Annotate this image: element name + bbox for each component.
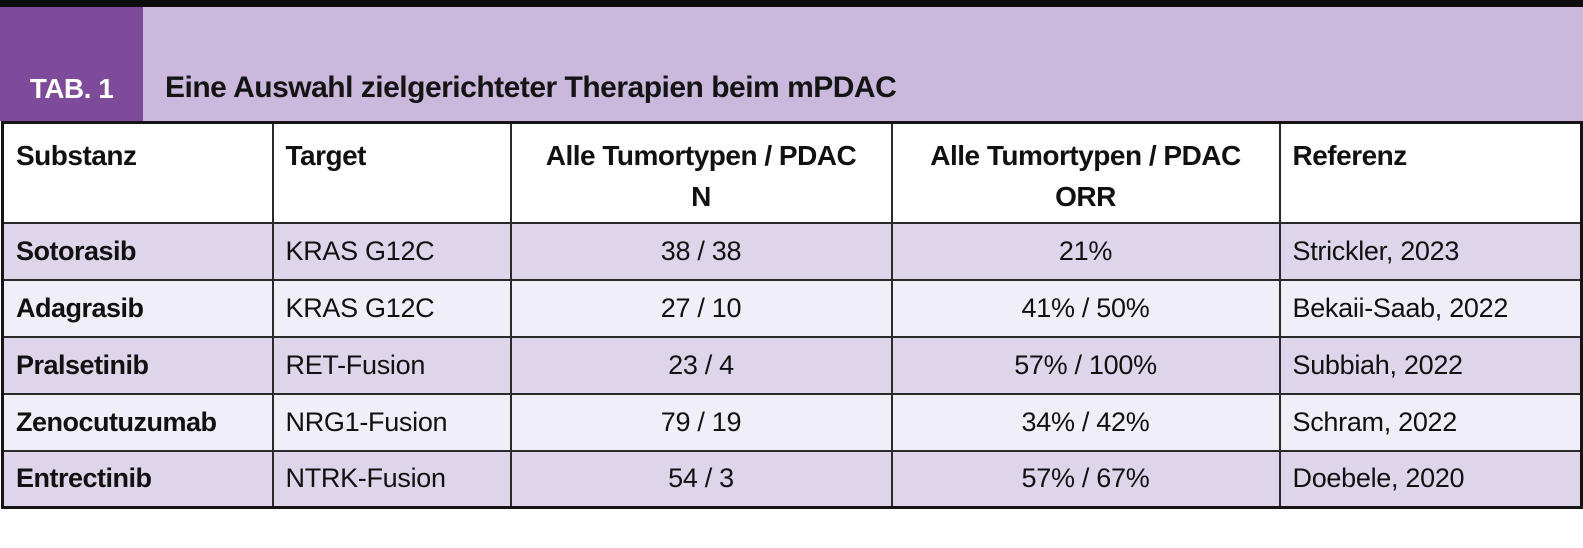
cell-referenz: Doebele, 2020	[1278, 449, 1583, 509]
col-header-orr: Alle Tumortypen / PDAC ORR	[890, 121, 1281, 224]
table-row: Zenocutuzumab NRG1-Fusion 79 / 19 34% / …	[1, 392, 1583, 452]
cell-n: 54 / 3	[509, 449, 893, 509]
col-header-label: Target	[285, 140, 367, 171]
table-row: Pralsetinib RET-Fusion 23 / 4 57% / 100%…	[1, 335, 1583, 395]
cell-orr: 34% / 42%	[890, 392, 1281, 452]
cell-n: 23 / 4	[509, 335, 893, 395]
tab-number-label: TAB. 1	[29, 73, 114, 104]
col-header-sublabel: ORR	[1055, 180, 1116, 212]
col-header-sublabel: N	[691, 180, 711, 212]
cell-target: KRAS G12C	[271, 221, 512, 281]
cell-substanz: Adagrasib	[1, 278, 274, 338]
col-header-target: Target	[271, 121, 512, 224]
cell-n: 79 / 19	[509, 392, 893, 452]
col-header-substanz: Substanz	[1, 121, 274, 224]
table-head: Substanz Target Alle Tumortypen / PDAC N…	[1, 121, 1583, 224]
cell-referenz: Bekaii-Saab, 2022	[1278, 278, 1583, 338]
table-header-band: TAB. 1 Eine Auswahl zielgerichteter Ther…	[0, 7, 1583, 121]
col-header-label: Alle Tumortypen / PDAC	[930, 140, 1241, 171]
cell-substanz: Sotorasib	[1, 221, 274, 281]
cell-orr: 57% / 67%	[890, 449, 1281, 509]
cell-n: 27 / 10	[509, 278, 893, 338]
cell-referenz: Strickler, 2023	[1278, 221, 1583, 281]
cell-substanz: Entrectinib	[1, 449, 274, 509]
col-header-label: Referenz	[1292, 140, 1408, 171]
cell-n: 38 / 38	[509, 221, 893, 281]
cell-target: NTRK-Fusion	[271, 449, 512, 509]
tab-number-box: TAB. 1	[0, 7, 143, 121]
col-header-label: Alle Tumortypen / PDAC	[545, 140, 857, 171]
cell-orr: 21%	[890, 221, 1281, 281]
cell-referenz: Subbiah, 2022	[1278, 335, 1583, 395]
cell-orr: 57% / 100%	[890, 335, 1281, 395]
cell-target: NRG1-Fusion	[271, 392, 512, 452]
cell-target: KRAS G12C	[271, 278, 512, 338]
table-row: Adagrasib KRAS G12C 27 / 10 41% / 50% Be…	[1, 278, 1583, 338]
top-black-bar	[0, 0, 1583, 7]
cell-referenz: Schram, 2022	[1278, 392, 1583, 452]
header-row: Substanz Target Alle Tumortypen / PDAC N…	[1, 121, 1583, 224]
cell-orr: 41% / 50%	[890, 278, 1281, 338]
col-header-n: Alle Tumortypen / PDAC N	[509, 121, 893, 224]
cell-substanz: Zenocutuzumab	[1, 392, 274, 452]
therapies-table: Substanz Target Alle Tumortypen / PDAC N…	[1, 121, 1583, 509]
table-title: Eine Auswahl zielgerichteter Therapien b…	[165, 71, 897, 104]
cell-substanz: Pralsetinib	[1, 335, 274, 395]
col-header-referenz: Referenz	[1278, 121, 1583, 224]
col-header-label: Substanz	[16, 140, 137, 171]
table-row: Sotorasib KRAS G12C 38 / 38 21% Strickle…	[1, 221, 1583, 281]
table-body: Sotorasib KRAS G12C 38 / 38 21% Strickle…	[1, 221, 1583, 509]
table-row: Entrectinib NTRK-Fusion 54 / 3 57% / 67%…	[1, 449, 1583, 509]
cell-target: RET-Fusion	[271, 335, 512, 395]
